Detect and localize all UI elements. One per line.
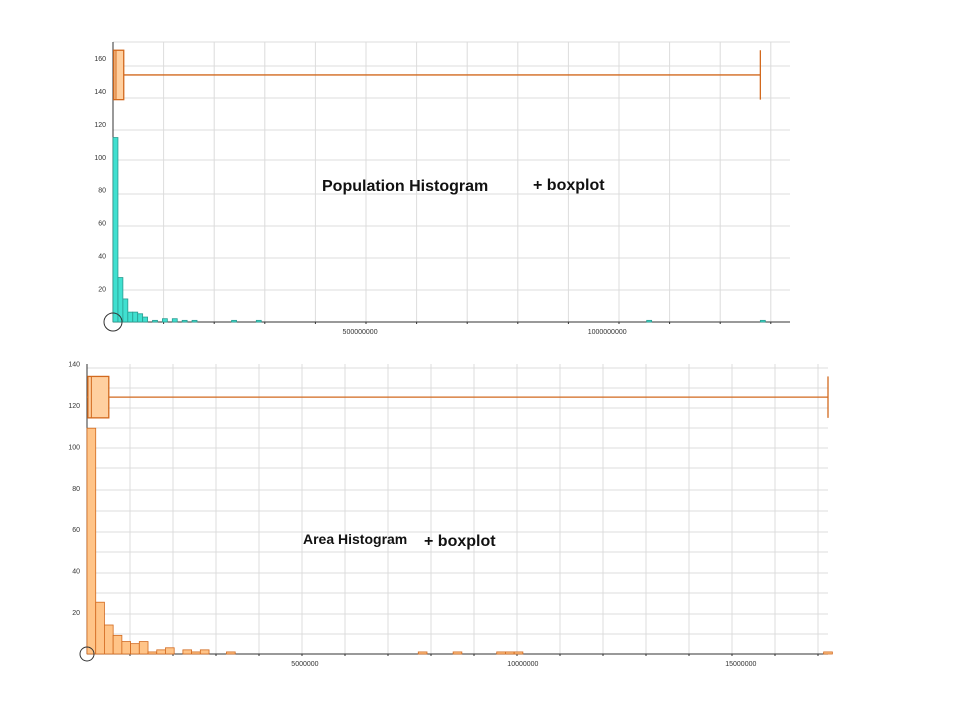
population-bars	[112, 137, 766, 323]
area-grid	[87, 364, 828, 654]
area-y-tick-label: 120	[68, 403, 80, 410]
population-boxplot	[113, 49, 762, 101]
population-y-tick-label: 60	[98, 221, 106, 228]
population-histogram-bar	[127, 311, 134, 323]
population-y-tick-label: 80	[98, 188, 106, 195]
area-y-tick-label: 100	[68, 444, 80, 451]
population-histogram-bar	[162, 318, 168, 323]
area-x-tick-label: 10000000	[507, 661, 538, 668]
population-histogram-bar	[646, 319, 653, 323]
area-y-tick-label: 20	[72, 610, 80, 617]
population-histogram-bar	[231, 319, 237, 323]
area-x-tick-label: 15000000	[725, 661, 756, 668]
population-y-tick-label: 140	[94, 89, 106, 96]
population-chart-title-suffix: + boxplot	[533, 177, 605, 194]
area-boxplot-box	[87, 375, 110, 419]
area-y-tick-label: 80	[72, 486, 80, 493]
area-histogram-bar	[823, 651, 833, 655]
population-chart-title: Population Histogram	[322, 178, 488, 195]
population-y-tick-label: 40	[98, 254, 106, 261]
population-origin-marker	[103, 312, 123, 332]
population-histogram-bar	[142, 316, 148, 323]
population-y-tick-label: 20	[98, 287, 106, 294]
area-y-tick-label: 40	[72, 569, 80, 576]
area-histogram-bar	[95, 601, 105, 655]
area-histogram-bar	[86, 427, 97, 655]
population-x-tick-label: 1000000000	[588, 329, 627, 336]
population-histogram-bar	[171, 318, 178, 323]
population-histogram-bar	[191, 319, 198, 323]
area-histogram-bar	[156, 649, 166, 655]
area-x-tick-label: 5000000	[291, 661, 318, 668]
area-histogram-bar	[191, 651, 201, 655]
area-histogram-chart: 20 40 60 80 100 120 140 5000000 10000000 15000000…	[68, 362, 833, 668]
area-histogram-bar	[182, 649, 193, 655]
area-histogram-bar	[112, 634, 123, 655]
population-y-tick-label: 120	[94, 122, 106, 129]
population-histogram-bar	[255, 319, 262, 323]
population-histogram-chart: 20 40 60 80 100 120 140 160 500000000 1000000000 P…	[94, 41, 790, 336]
population-histogram-bar	[112, 137, 119, 323]
area-histogram-bar	[165, 647, 175, 655]
area-histogram-bar	[452, 651, 463, 655]
area-histogram-bar	[138, 641, 149, 655]
area-histogram-bar	[104, 624, 114, 655]
area-histogram-bar	[121, 641, 131, 655]
area-y-tick-label: 140	[68, 362, 80, 369]
population-boxplot-box	[113, 49, 125, 101]
area-chart-title-suffix: + boxplot	[424, 533, 496, 550]
population-histogram-bar	[132, 311, 139, 323]
population-histogram-bar	[759, 319, 766, 323]
population-grid	[113, 41, 790, 322]
area-chart-title: Area Histogram	[303, 531, 407, 547]
area-histogram-bar	[226, 651, 236, 655]
area-histogram-bar	[513, 651, 524, 655]
population-y-tick-label: 160	[94, 56, 106, 63]
area-bars	[86, 427, 833, 655]
area-y-tick-label: 60	[72, 527, 80, 534]
population-y-tick-label: 100	[94, 155, 106, 162]
area-histogram-bar	[147, 651, 158, 655]
area-boxplot	[87, 375, 829, 419]
population-histogram-bar	[181, 319, 188, 323]
population-x-tick-label: 500000000	[343, 329, 378, 336]
area-histogram-bar	[130, 643, 140, 655]
area-histogram-bar	[496, 651, 506, 655]
area-histogram-bar	[505, 651, 515, 655]
population-histogram-bar	[137, 313, 144, 323]
area-origin-marker	[79, 646, 95, 662]
population-histogram-bar	[122, 298, 129, 323]
population-histogram-bar	[152, 319, 158, 323]
area-histogram-bar	[417, 651, 428, 655]
area-histogram-bar	[199, 649, 210, 655]
